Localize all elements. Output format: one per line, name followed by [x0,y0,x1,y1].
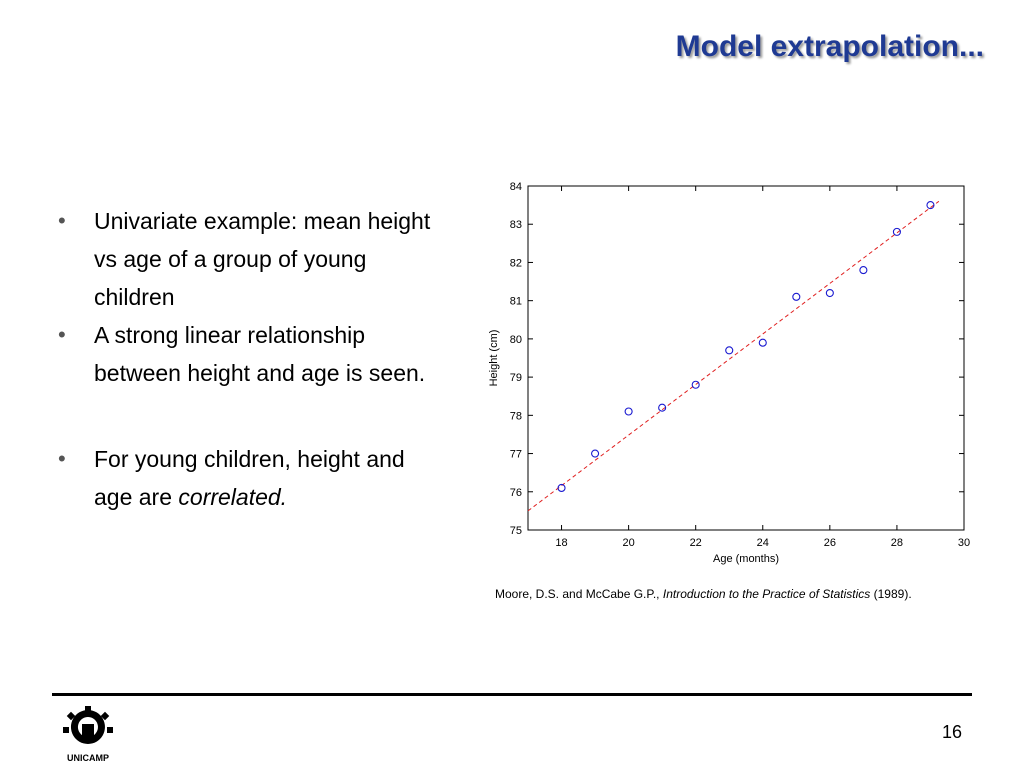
y-tick-label: 80 [510,334,522,346]
data-point [658,403,667,412]
citation-book-title: Introduction to the Practice of Statisti… [662,587,871,601]
data-point [825,288,834,298]
y-tick-label: 82 [510,257,522,269]
logo-wordmark: UNICAMP [67,753,109,763]
y-tick-label: 79 [510,372,522,384]
data-point [758,338,767,347]
bullet-text: A strong linear relationship between hei… [94,322,426,386]
y-tick-label: 77 [510,449,522,461]
x-tick-label: 24 [757,537,769,549]
x-tick-label: 20 [622,537,634,549]
bullet-item: • Univariate example: mean height vs age… [58,202,443,316]
bullet-text: Univariate example: mean height vs age o… [94,208,431,310]
data-point [859,266,868,275]
y-tick-label: 84 [510,181,522,193]
data-point [792,292,801,301]
bullet-marker: • [58,322,66,347]
scatter-chart: 18 20 22 24 26 28 30 75 76 77 78 79 80 81 82 83 84 Age (m… [488,181,970,565]
fit-line [527,200,940,512]
x-tick-label: 18 [555,537,567,549]
y-tick-label: 76 [510,487,522,499]
data-point [691,380,700,389]
citation-year: (1989). [870,587,912,601]
data-point [892,227,901,236]
x-axis-label: Age (months) [713,553,779,565]
data-point [557,483,566,493]
x-tick-label: 26 [824,537,836,549]
bullet-text: For young children, height and age are [94,446,405,510]
logo-emblem-icon [63,706,113,744]
slide-title: Model extrapolation... [675,30,984,63]
y-tick-label: 83 [510,219,522,231]
page-number: 16 [941,722,962,742]
bullet-emphasis: correlated. [178,484,288,510]
bullet-list: • Univariate example: mean height vs age… [58,202,443,516]
data-point [926,201,935,210]
data-point [591,449,600,458]
x-tick-label: 30 [958,537,970,549]
y-axis-label: Height (cm) [488,330,500,387]
y-tick-label: 75 [510,525,522,537]
data-point [624,407,633,416]
data-point [725,346,734,355]
y-tick-label: 78 [510,410,522,422]
x-tick-label: 28 [891,537,903,549]
bullet-item: • A strong linear relationship between h… [58,316,443,392]
unicamp-logo: UNICAMP [63,706,113,763]
bullet-item: • For young children, height and age are… [58,440,443,516]
bullet-marker: • [58,208,66,233]
x-tick-label: 22 [690,537,702,549]
plot-frame [527,185,965,531]
footer-divider [52,693,972,696]
y-tick-label: 81 [510,296,522,308]
bullet-marker: • [58,446,66,471]
citation: Moore, D.S. and McCabe G.P., Introductio… [495,587,912,601]
citation-authors: Moore, D.S. and McCabe G.P., [495,587,663,601]
